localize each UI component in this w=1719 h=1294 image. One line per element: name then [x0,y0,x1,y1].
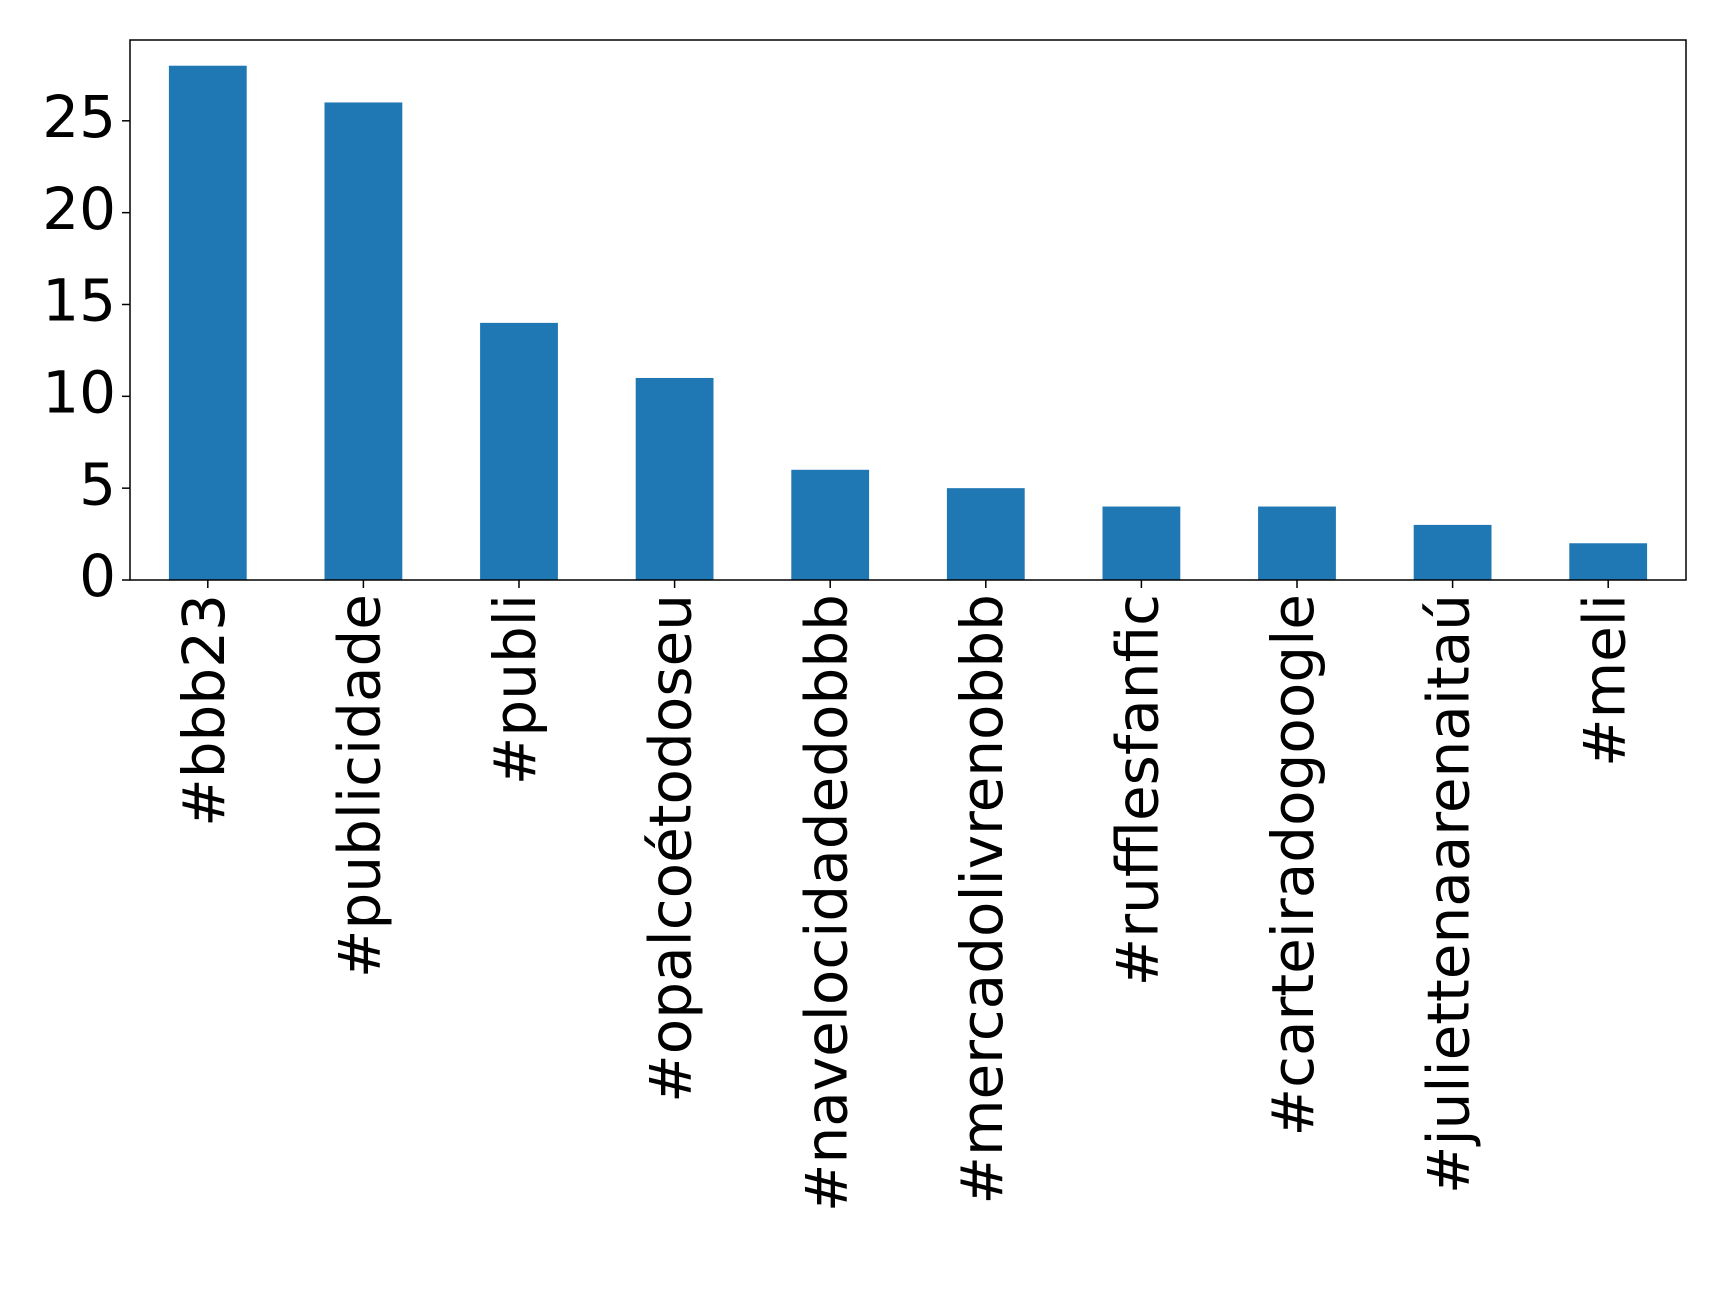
y-tick-label: 20 [42,175,116,243]
x-tick-label: #rufflesfanfic [1104,594,1172,986]
y-tick-label: 5 [79,450,116,518]
x-tick-label: #meli [1570,594,1638,767]
bar [324,102,403,581]
bar [1569,543,1648,580]
y-tick-label: 0 [79,542,116,610]
x-tick-label: #publi [481,594,549,785]
x-tick-label: #carteiradogoogle [1259,594,1327,1137]
x-tick-label: #navelocidadedobbb [792,594,860,1212]
bar [946,488,1025,580]
y-tick-label: 10 [42,358,116,426]
x-tick-label: #juliettenaarenaitaú [1415,594,1483,1194]
y-tick-label: 15 [42,267,116,335]
bar [480,322,558,580]
bar [168,65,247,580]
x-tick-label: #bbb23 [170,594,238,827]
bar [635,377,714,580]
plot-frame [129,39,1687,581]
bar [791,469,870,580]
x-tick-label: #publicidade [326,594,394,978]
y-tick-label: 25 [42,83,116,151]
bar [1413,524,1492,580]
x-tick-label: #mercadolivrenobbb [948,594,1016,1205]
bar [1102,506,1181,580]
bar [1258,506,1336,580]
x-tick-label: #opalcoétodoseu [637,594,705,1103]
